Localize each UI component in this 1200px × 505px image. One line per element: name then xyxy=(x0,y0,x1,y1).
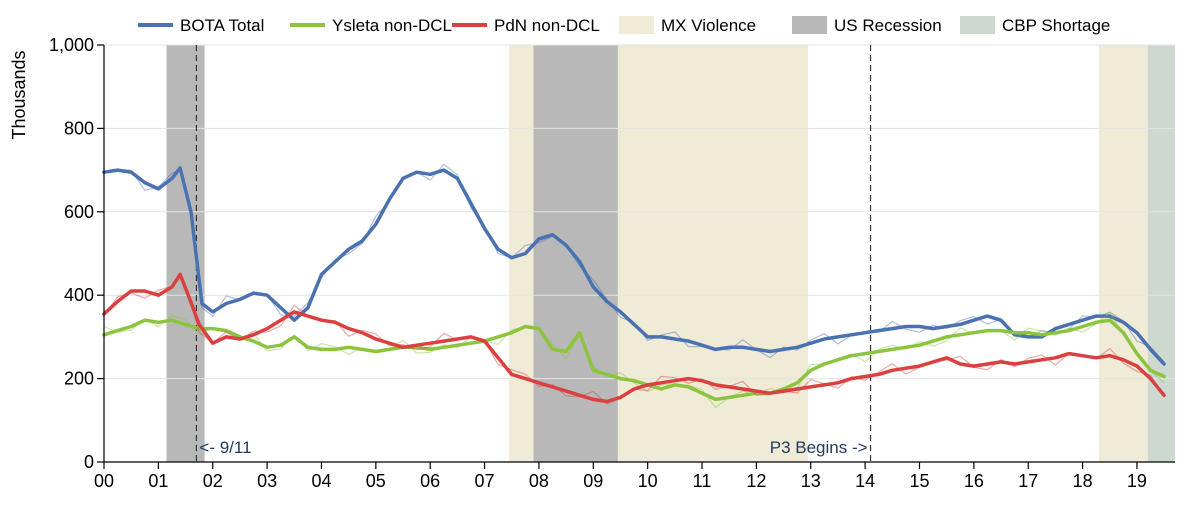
legend-item: BOTA Total xyxy=(138,16,264,35)
legend-label: US Recession xyxy=(834,16,942,35)
gridlines xyxy=(104,44,1175,380)
legend-item: MX Violence xyxy=(619,16,756,35)
legend-label: Ysleta non-DCL xyxy=(332,16,452,35)
x-tick-label: 01 xyxy=(148,471,168,491)
series-line-pdn-non-dcl xyxy=(102,272,1166,404)
x-tick-label: 03 xyxy=(257,471,277,491)
x-tick-label: 17 xyxy=(1018,471,1038,491)
legend-label: CBP Shortage xyxy=(1002,16,1110,35)
legend-item: Ysleta non-DCL xyxy=(290,16,452,35)
event-label: P3 Begins -> xyxy=(770,438,868,457)
y-tick-label: 1,000 xyxy=(49,35,94,55)
legend-item: US Recession xyxy=(792,16,942,35)
x-tick-label: 08 xyxy=(529,471,549,491)
legend-swatch-box xyxy=(960,16,995,34)
y-tick-label: 200 xyxy=(64,369,94,389)
event-lines: <- 9/11 P3 Begins -> xyxy=(195,45,872,462)
x-tick-label: 00 xyxy=(94,471,114,491)
x-tick-label: 15 xyxy=(909,471,929,491)
legend-swatch-box xyxy=(619,16,654,34)
x-tick-label: 11 xyxy=(693,471,712,491)
legend-label: MX Violence xyxy=(661,16,756,35)
event-label: <- 9/11 xyxy=(199,438,251,457)
x-tick-label: 18 xyxy=(1073,471,1093,491)
y-tick-label: 400 xyxy=(64,285,94,305)
x-tick-label: 02 xyxy=(203,471,223,491)
band-us-recession xyxy=(166,45,205,462)
legend: BOTA Total Ysleta non-DCL PdN non-DCL MX Vi… xyxy=(138,16,1110,35)
x-tick-label: 14 xyxy=(855,471,875,491)
series-line-ysleta-non-dcl xyxy=(102,318,1166,402)
series-line-bota-total xyxy=(102,166,1166,366)
x-tick-label: 19 xyxy=(1127,471,1147,491)
shaded-periods xyxy=(166,45,1175,462)
legend-swatch-box xyxy=(792,16,827,34)
series-lines xyxy=(102,163,1166,409)
y-tick-label: 800 xyxy=(64,118,94,138)
x-tick-label: 10 xyxy=(638,471,658,491)
legend-label: BOTA Total xyxy=(180,16,264,35)
y-tick-label: 0 xyxy=(84,452,94,472)
band-mx-violence xyxy=(1098,45,1148,462)
x-tick-label: 13 xyxy=(801,471,821,491)
band-cbp-shortage xyxy=(1147,45,1175,462)
legend-item: CBP Shortage xyxy=(960,16,1110,35)
band-us-recession xyxy=(533,45,618,462)
axes: 0 200 400 600 800 1,000 00 01 02 03 04 05 06 07 08 09 10… xyxy=(49,35,1175,491)
legend-item: PdN non-DCL xyxy=(452,16,600,35)
x-tick-label: 12 xyxy=(746,471,766,491)
x-tick-label: 06 xyxy=(420,471,440,491)
x-tick-label: 04 xyxy=(311,471,331,491)
x-tick-label: 09 xyxy=(583,471,603,491)
y-tick-label: 600 xyxy=(64,202,94,222)
x-tick-label: 05 xyxy=(366,471,386,491)
y-axis-title: Thousands xyxy=(9,50,29,139)
legend-label: PdN non-DCL xyxy=(494,16,600,35)
x-tick-label: 16 xyxy=(964,471,984,491)
x-tick-label: 07 xyxy=(475,471,495,491)
